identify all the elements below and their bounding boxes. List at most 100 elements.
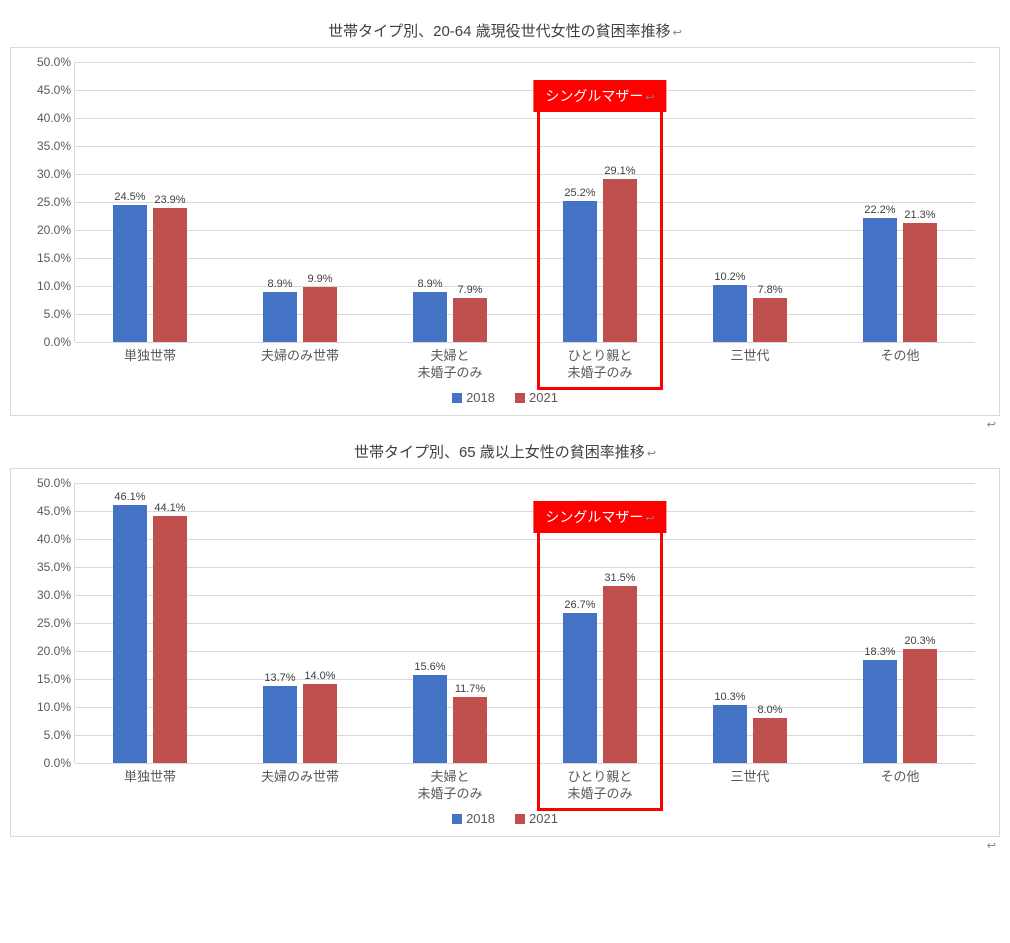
y-tick-label: 20.0% xyxy=(25,644,71,658)
bar-group: 18.3%20.3% xyxy=(825,483,975,763)
bar-value-label: 23.9% xyxy=(140,194,200,206)
return-mark: ↩ xyxy=(10,418,996,431)
y-tick-label: 0.0% xyxy=(25,335,71,349)
bar-value-label: 8.0% xyxy=(740,704,800,716)
bar-value-label: 11.7% xyxy=(440,683,500,695)
bar-value-label: 31.5% xyxy=(590,572,650,584)
y-tick-label: 25.0% xyxy=(25,616,71,630)
legend-label: 2018 xyxy=(466,390,495,405)
bar-group: 8.9%7.9% xyxy=(375,62,525,342)
x-tick-label: 単独世帯 xyxy=(75,763,225,803)
bar: 46.1% xyxy=(113,505,147,763)
bar: 20.3% xyxy=(903,649,937,763)
bar: 29.1% xyxy=(603,179,637,342)
bar: 25.2% xyxy=(563,201,597,342)
bar-value-label: 10.2% xyxy=(700,271,760,283)
bar-value-label: 20.3% xyxy=(890,635,950,647)
legend: 2018 2021 xyxy=(25,390,985,405)
legend-swatch xyxy=(452,814,462,824)
return-mark: ↩ xyxy=(10,839,996,852)
y-tick-label: 30.0% xyxy=(25,167,71,181)
bar-value-label: 7.9% xyxy=(440,284,500,296)
y-tick-label: 50.0% xyxy=(25,476,71,490)
chart-title: 世帯タイプ別、65 歳以上女性の貧困率推移↩ xyxy=(10,441,1000,462)
bar-group: 10.2%7.8% xyxy=(675,62,825,342)
legend-label: 2021 xyxy=(529,390,558,405)
bar-value-label: 10.3% xyxy=(700,691,760,703)
x-tick-label: 夫婦のみ世帯 xyxy=(225,763,375,803)
x-tick-label: ひとり親と 未婚子のみ xyxy=(525,763,675,803)
y-tick-label: 5.0% xyxy=(25,307,71,321)
y-tick-label: 35.0% xyxy=(25,560,71,574)
x-tick-label: 夫婦と 未婚子のみ xyxy=(375,763,525,803)
x-tick-label: その他 xyxy=(825,763,975,803)
bar: 8.9% xyxy=(263,292,297,342)
bar: 13.7% xyxy=(263,686,297,763)
y-tick-label: 40.0% xyxy=(25,532,71,546)
bar-value-label: 46.1% xyxy=(100,491,160,503)
chart-box: 0.0% 5.0% 10.0% 15.0% 20.0% 25.0% 30.0% 35.0% 40… xyxy=(10,47,1000,416)
bar: 26.7% xyxy=(563,613,597,763)
x-tick-label: 単独世帯 xyxy=(75,342,225,382)
bars-area: 46.1%44.1%13.7%14.0%15.6%11.7%26.7%31.5%… xyxy=(75,483,975,763)
legend-item: 2018 xyxy=(452,390,495,405)
y-tick-label: 15.0% xyxy=(25,672,71,686)
bar: 7.9% xyxy=(453,298,487,342)
highlight-label: シングルマザー↩ xyxy=(533,80,666,112)
x-tick-label: その他 xyxy=(825,342,975,382)
y-tick-label: 50.0% xyxy=(25,55,71,69)
bar: 11.7% xyxy=(453,697,487,763)
legend-swatch xyxy=(515,393,525,403)
y-tick-label: 5.0% xyxy=(25,728,71,742)
y-tick-label: 0.0% xyxy=(25,756,71,770)
y-tick-label: 45.0% xyxy=(25,83,71,97)
y-tick-label: 30.0% xyxy=(25,588,71,602)
y-tick-label: 15.0% xyxy=(25,251,71,265)
y-tick-label: 25.0% xyxy=(25,195,71,209)
y-tick-label: 10.0% xyxy=(25,700,71,714)
bar: 24.5% xyxy=(113,205,147,342)
legend-label: 2018 xyxy=(466,811,495,826)
bar: 18.3% xyxy=(863,660,897,762)
bar-value-label: 26.7% xyxy=(550,599,610,611)
bar-group: 22.2%21.3% xyxy=(825,62,975,342)
legend-swatch xyxy=(515,814,525,824)
bars-area: 24.5%23.9%8.9%9.9%8.9%7.9%25.2%29.1%10.2… xyxy=(75,62,975,342)
bar-value-label: 21.3% xyxy=(890,209,950,221)
bar-group: 24.5%23.9% xyxy=(75,62,225,342)
return-mark: ↩ xyxy=(673,27,682,39)
highlight-label: シングルマザー↩ xyxy=(533,501,666,533)
legend-label: 2021 xyxy=(529,811,558,826)
bar: 21.3% xyxy=(903,223,937,342)
chart-box: 0.0% 5.0% 10.0% 15.0% 20.0% 25.0% 30.0% 35.0% 40… xyxy=(10,468,1000,837)
bar: 14.0% xyxy=(303,684,337,762)
bar: 8.0% xyxy=(753,718,787,763)
bar: 22.2% xyxy=(863,218,897,342)
bar-value-label: 14.0% xyxy=(290,670,350,682)
y-tick-label: 45.0% xyxy=(25,504,71,518)
x-tick-label: ひとり親と 未婚子のみ xyxy=(525,342,675,382)
y-tick-label: 40.0% xyxy=(25,111,71,125)
bar-value-label: 9.9% xyxy=(290,273,350,285)
x-axis-labels: 単独世帯夫婦のみ世帯夫婦と 未婚子のみひとり親と 未婚子のみ三世代その他 xyxy=(75,763,975,803)
bar-group: 46.1%44.1% xyxy=(75,483,225,763)
return-mark: ↩ xyxy=(647,448,656,460)
x-axis-labels: 単独世帯夫婦のみ世帯夫婦と 未婚子のみひとり親と 未婚子のみ三世代その他 xyxy=(75,342,975,382)
bar-group: 8.9% 9.9% xyxy=(225,62,375,342)
plot-area: 0.0%5.0%10.0%15.0%20.0%25.0%30.0%35.0%40… xyxy=(75,483,975,763)
bar-value-label: 7.8% xyxy=(740,284,800,296)
x-tick-label: 三世代 xyxy=(675,763,825,803)
y-tick-label: 20.0% xyxy=(25,223,71,237)
x-tick-label: 夫婦のみ世帯 xyxy=(225,342,375,382)
y-tick-label: 35.0% xyxy=(25,139,71,153)
bar: 7.8% xyxy=(753,298,787,342)
bar-group: 10.3%8.0% xyxy=(675,483,825,763)
plot-area: 0.0%5.0%10.0%15.0%20.0%25.0%30.0%35.0%40… xyxy=(75,62,975,342)
legend-item: 2021 xyxy=(515,811,558,826)
legend-item: 2021 xyxy=(515,390,558,405)
bar-value-label: 29.1% xyxy=(590,165,650,177)
grid-line xyxy=(75,342,975,343)
bar-group: 15.6%11.7% xyxy=(375,483,525,763)
y-tick-label: 10.0% xyxy=(25,279,71,293)
bar-value-label: 25.2% xyxy=(550,187,610,199)
